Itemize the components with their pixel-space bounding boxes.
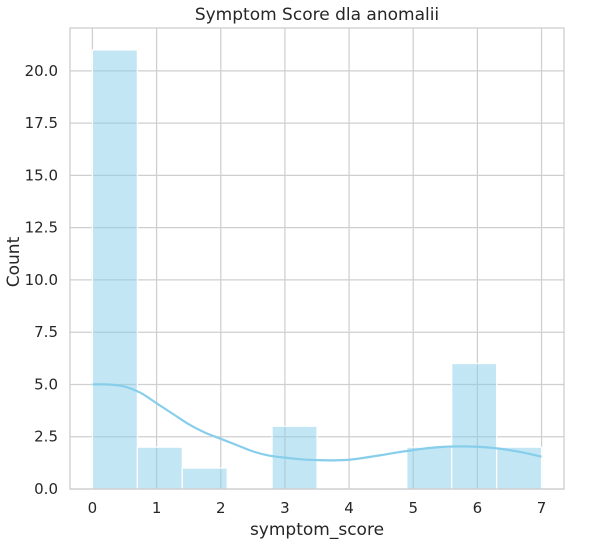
- y-tick-label: 5.0: [34, 375, 58, 393]
- x-tick-label: 3: [280, 499, 290, 517]
- y-tick-label: 12.5: [25, 219, 58, 237]
- histogram-bar: [181, 467, 228, 490]
- kde-curve: [92, 383, 542, 462]
- histogram-bar: [496, 446, 543, 490]
- y-tick-label: 20.0: [25, 62, 58, 80]
- y-tick-label: 17.5: [25, 114, 58, 132]
- y-axis-label: Count: [4, 236, 24, 287]
- x-axis-ticks: 0 1 2 3 4 5 6 7: [88, 499, 547, 517]
- y-axis-ticks: 0.0 2.5 5.0 7.5 10.0 12.5 15.0 17.5 20.0: [25, 62, 58, 498]
- x-tick-label: 5: [408, 499, 418, 517]
- plot-frame: [69, 27, 565, 490]
- x-tick-label: 2: [216, 499, 226, 517]
- histogram-bar: [451, 362, 498, 490]
- chart-title: Symptom Score dla anomalii: [195, 5, 439, 25]
- histogram-bar: [406, 446, 453, 490]
- bars-layer: [91, 49, 543, 490]
- histogram-bar: [91, 49, 138, 490]
- y-tick-label: 10.0: [25, 271, 58, 289]
- x-tick-label: 1: [152, 499, 162, 517]
- y-tick-label: 0.0: [34, 480, 58, 498]
- x-tick-label: 7: [537, 499, 547, 517]
- histogram-bar: [136, 446, 183, 490]
- x-tick-label: 0: [88, 499, 98, 517]
- y-tick-label: 7.5: [34, 323, 58, 341]
- x-tick-label: 6: [473, 499, 483, 517]
- x-tick-label: 4: [344, 499, 354, 517]
- y-tick-label: 15.0: [25, 166, 58, 184]
- grid-layer: [70, 28, 564, 490]
- x-axis-label: symptom_score: [250, 520, 384, 540]
- y-tick-label: 2.5: [34, 428, 58, 446]
